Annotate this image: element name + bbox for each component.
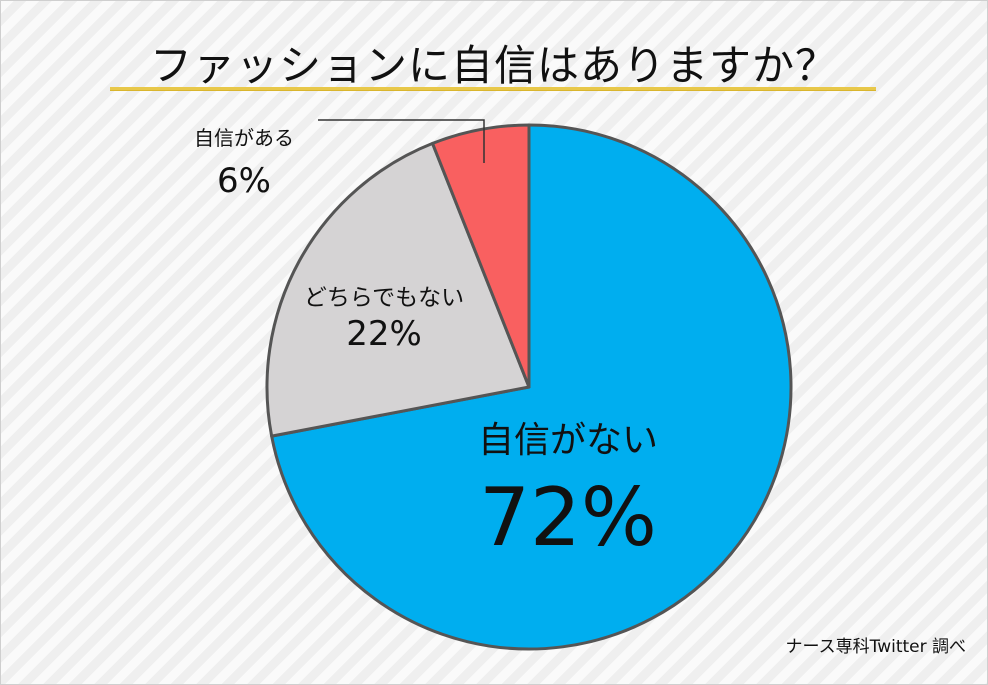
slice-label-confident: 自信がある — [194, 126, 294, 150]
slice-label-neutral: どちらでもない — [304, 285, 464, 311]
slice-value-no-confidence: 72% — [479, 471, 657, 564]
title-underline — [110, 87, 876, 91]
leader-line — [318, 119, 485, 163]
slice-confident — [431, 123, 531, 389]
slice-no-confidence — [270, 123, 793, 651]
slice-value-confident: 6% — [217, 161, 271, 201]
slice-neutral — [265, 141, 531, 438]
pie-slices — [265, 123, 793, 651]
slice-labels: 自信がない 72% どちらでもない 22% 自信がある 6% — [194, 126, 658, 564]
chart-title: ファッションに自信はありますか？ — [149, 41, 838, 90]
slice-value-neutral: 22% — [346, 314, 422, 354]
source-credit: ナース専科Twitter 調べ — [785, 637, 966, 657]
slice-label-no-confidence: 自信がない — [478, 420, 658, 461]
